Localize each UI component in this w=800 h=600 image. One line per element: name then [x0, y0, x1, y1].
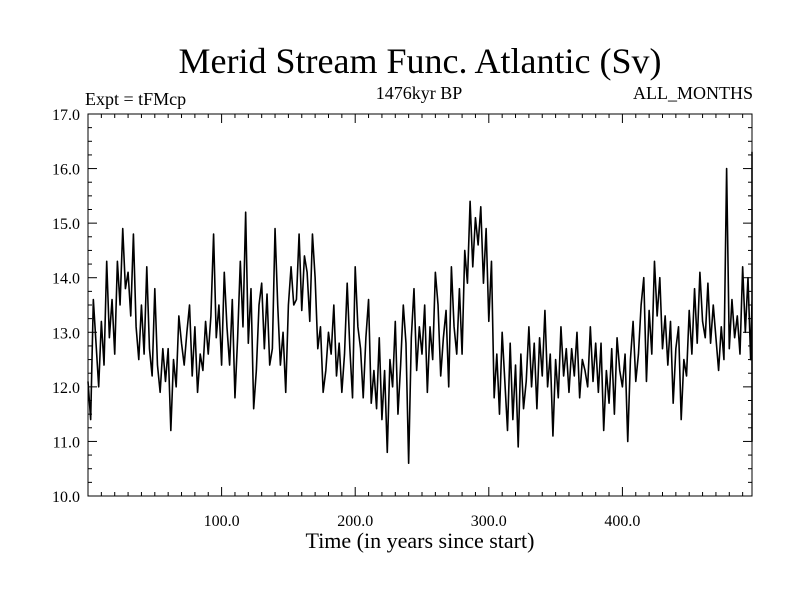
- series-line: [87, 151, 753, 465]
- x-tick-label: 300.0: [471, 513, 507, 530]
- months-label: ALL_MONTHS: [633, 83, 753, 103]
- plot-frame: [87, 113, 753, 497]
- y-tick-label: 17.0: [52, 107, 80, 124]
- y-tick-label: 16.0: [52, 162, 80, 179]
- y-tick-label: 10.0: [52, 489, 80, 506]
- x-tick-label: 100.0: [204, 513, 240, 530]
- x-axis-label: Time (in years since start): [306, 528, 535, 553]
- series-layer: [87, 151, 753, 465]
- x-tick-label: 200.0: [337, 513, 373, 530]
- axis-ticks: [88, 113, 752, 497]
- experiment-label: Expt = tFMcp: [85, 89, 186, 109]
- y-tick-label: 12.0: [52, 380, 80, 397]
- chart-subtitle: 1476kyr BP: [376, 83, 463, 103]
- y-tick-label: 13.0: [52, 325, 80, 342]
- chart-title: Merid Stream Func. Atlantic (Sv): [179, 41, 662, 81]
- y-tick-label: 11.0: [53, 434, 80, 451]
- y-tick-label: 15.0: [52, 216, 80, 233]
- x-tick-label: 400.0: [604, 513, 640, 530]
- y-tick-label: 14.0: [52, 271, 80, 288]
- axis-tick-labels: 10.0 11.0 12.0 13.0 14.0 15.0 16.0 17.0 100.0 200…: [52, 107, 640, 530]
